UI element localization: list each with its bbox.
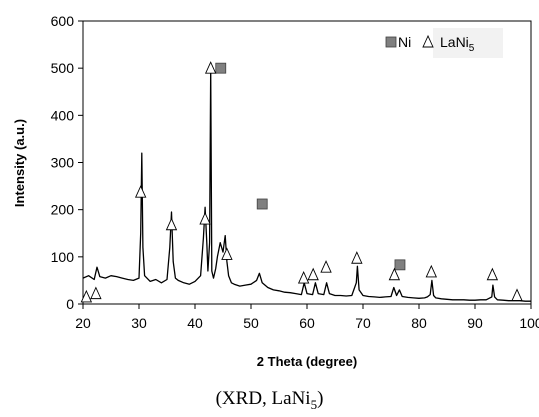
lani5-marker-10	[351, 251, 363, 264]
lani5-marker-3	[165, 217, 178, 231]
lani5-marker-9	[320, 260, 332, 273]
legend-lani5-label-sub: 5	[469, 43, 475, 54]
y-tick-label-100: 100	[51, 249, 75, 265]
lani5-marker-7	[297, 270, 310, 284]
y-tick-label-500: 500	[51, 60, 75, 76]
caption-sub: 5	[310, 396, 318, 412]
lani5-marker-12	[425, 264, 438, 278]
legend-lani5-label: LaNi5	[440, 34, 475, 54]
x-tick-label-40: 40	[187, 315, 203, 331]
lani5-marker-1	[90, 286, 102, 300]
legend-box	[433, 28, 503, 58]
x-tick-label-80: 80	[411, 315, 427, 331]
legend-lani5-label-main: LaNi	[440, 34, 469, 50]
lani5-marker-0	[80, 289, 93, 303]
x-tick-label-50: 50	[243, 315, 259, 331]
legend: Ni LaNi5	[385, 28, 503, 58]
y-tick-label-0: 0	[66, 296, 74, 312]
x-tick-label-90: 90	[467, 315, 483, 331]
plot-frame	[82, 20, 532, 305]
series-layer	[82, 67, 531, 302]
x-tick-label-60: 60	[299, 315, 315, 331]
caption-prefix: (XRD, LaNi	[215, 388, 311, 409]
ni-marker-1	[256, 198, 268, 210]
ni-marker-2	[394, 259, 406, 271]
y-tick-label-600: 600	[51, 13, 75, 29]
series-line-0	[82, 67, 531, 302]
plot-area	[82, 20, 532, 305]
lani5-marker-5	[204, 61, 217, 74]
lani5-marker-4	[199, 212, 211, 225]
x-tick-label-70: 70	[355, 315, 371, 331]
axis-layer: 20 30 40 50 60 70 80 90 100 0 100 200 300 400 500 600	[51, 13, 539, 331]
y-tick-label-300: 300	[51, 155, 75, 171]
ni-marker-0	[215, 62, 227, 74]
x-axis-title: 2 Theta (degree)	[257, 354, 357, 369]
x-tick-label-20: 20	[75, 315, 91, 331]
legend-ni-icon	[385, 36, 397, 48]
legend-lani5-icon	[422, 34, 434, 48]
lani5-marker-2	[134, 185, 147, 198]
lani5-marker-8	[307, 267, 319, 281]
y-axis-title: Intensity (a.u.)	[12, 119, 27, 207]
figure-caption: (XRD, LaNi5)	[0, 388, 539, 413]
lani5-marker-6	[221, 247, 233, 260]
lani5-marker-11	[388, 267, 401, 281]
y-tick-label-200: 200	[51, 202, 75, 218]
lani5-marker-14	[511, 288, 523, 301]
x-tick-label-100: 100	[519, 315, 539, 331]
marker-layer	[80, 61, 523, 303]
y-tick-label-400: 400	[51, 107, 75, 123]
x-tick-label-30: 30	[131, 315, 147, 331]
caption-suffix: )	[317, 388, 324, 409]
legend-ni-label: Ni	[398, 34, 411, 50]
lani5-marker-13	[486, 267, 499, 281]
